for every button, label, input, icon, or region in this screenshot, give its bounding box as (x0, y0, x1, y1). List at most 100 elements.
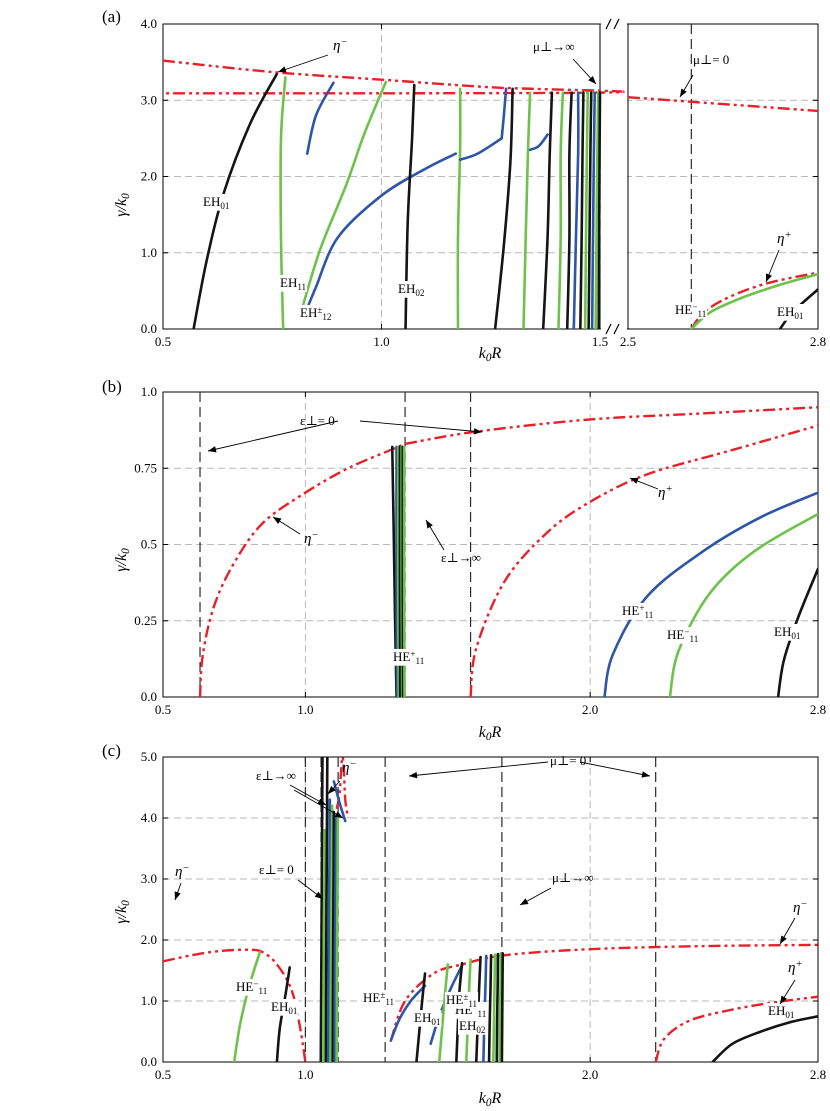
mode-curve-black (487, 953, 493, 1062)
mode-label-bg (674, 301, 708, 319)
mode-curve-blue (572, 91, 580, 329)
annotation-arrow-head (520, 898, 529, 905)
mode-curve-green (279, 76, 287, 329)
mode-label: HE+11 (622, 603, 653, 620)
annotation-label: μ⊥→∞ (552, 870, 593, 885)
y-tick-label: 4.0 (141, 810, 157, 825)
mode-curve-green (492, 953, 497, 1062)
annotation-arrow-head (208, 446, 217, 453)
x-tick-label: 1.0 (297, 702, 313, 717)
y-tick-label: 0.0 (141, 321, 157, 336)
annotation-label: η− (304, 530, 319, 547)
grid (163, 24, 818, 329)
eta-boundary-curve (163, 59, 625, 95)
annotation-label: η− (342, 759, 357, 776)
eta-boundary-curve (690, 271, 818, 329)
annotation-arrow (408, 761, 549, 777)
mode-label-bg (270, 999, 299, 1016)
annotation-arrow-head (317, 798, 326, 805)
annotation-arrow (579, 761, 651, 777)
mode-curve-green (232, 950, 262, 1062)
y-tick-label: 2.0 (141, 932, 157, 947)
mode-label: EH11 (280, 275, 306, 292)
y-tick-label: 2.0 (141, 169, 157, 184)
mode-curve-blue (458, 137, 503, 162)
axis-break-mark (605, 18, 612, 30)
mode-label: EH01 (271, 999, 297, 1016)
mode-curve-blue (303, 152, 458, 316)
annotation-arrow-head (314, 891, 323, 899)
panel-2: 0.0 0.25 0.5 0.75 1.0 0.5 1.0 2.0 2.8 k0R γ/k0 (b) H… (102, 377, 826, 743)
panel-label: (c) (102, 741, 121, 760)
y-axis-label: γ/k0 (113, 193, 132, 217)
mode-label-bg (392, 648, 426, 666)
mode-label-bg (202, 194, 231, 211)
eta-boundary-curve (627, 96, 818, 113)
mode-label: EH01 (414, 1010, 440, 1027)
mode-label-bg (773, 624, 802, 641)
x-tick-label: 1.5 (592, 334, 608, 349)
mode-curve-green (690, 272, 818, 329)
y-tick-label: 0.25 (134, 613, 157, 628)
mode-curve-blue (305, 81, 335, 155)
annotation-arrow-head (328, 785, 336, 794)
annotation-label: μ⊥→∞ (533, 39, 574, 54)
mode-label-bg (767, 1003, 796, 1020)
annotation-label: η− (793, 899, 808, 916)
annotation-arrow-head (273, 517, 282, 524)
mode-label: HE−11 (236, 979, 267, 996)
axis-break-gap (601, 20, 627, 333)
mode-curve-blue (333, 816, 338, 1062)
annotation-arrow-head (409, 772, 418, 779)
panel-label: (b) (102, 377, 122, 396)
mode-curve-black (500, 952, 505, 1062)
mode-curve-green (437, 963, 450, 1062)
x-tick-label: 2.0 (582, 1067, 598, 1082)
y-axis-label: γ/k0 (113, 900, 132, 924)
mode-curve-blue (326, 798, 332, 1062)
annotation-arrow (277, 54, 329, 73)
mode-curve-black (565, 91, 573, 329)
panel-1: 0.0 1.0 2.0 3.0 4.0 0.5 1.0 1.5 2.5 2.8 k0R γ/k0 (a)… (102, 7, 826, 364)
curves (198, 406, 818, 697)
mode-curve-blue (528, 133, 549, 152)
mode-curve-green (668, 512, 818, 697)
eta-boundary-curve (198, 442, 406, 697)
mode-label: EH01 (203, 194, 229, 211)
mode-curve-green (498, 952, 503, 1062)
mode-curve-blue (395, 445, 399, 697)
y-tick-label: 5.0 (141, 749, 157, 764)
x-tick-label: 2.8 (810, 1067, 826, 1082)
y-tick-label: 3.0 (141, 92, 157, 107)
annotation-label: ε⊥= 0 (259, 862, 294, 877)
mode-curve-green (322, 828, 327, 1062)
mode-curve-green (329, 804, 334, 1062)
y-tick-label: 1.0 (141, 993, 157, 1008)
mode-label: EH02 (459, 1018, 486, 1035)
grid (163, 392, 818, 697)
mode-curve-green (594, 91, 600, 329)
mode-label: EH01 (777, 304, 803, 321)
eta-boundary-curve (404, 406, 818, 446)
mode-curve-green (522, 91, 532, 329)
annotation-arrow-head (766, 273, 772, 282)
mode-label: EH02 (398, 281, 425, 298)
mode-curve-black (192, 73, 278, 329)
mode-label-bg (299, 304, 333, 322)
mode-label-bg (413, 1010, 442, 1027)
x-tick-label: 2.8 (810, 334, 826, 349)
x-tick-label: 1.0 (297, 1067, 313, 1082)
y-axis-label: γ/k0 (113, 548, 132, 572)
y-tick-label: 3.0 (141, 871, 157, 886)
y-tick-label: 0.75 (134, 460, 157, 475)
annotation-arrow-head (174, 891, 181, 900)
panel-label: (a) (102, 7, 121, 26)
eta-boundary-curve (654, 995, 818, 1062)
annotation-label: μ⊥= 0 (550, 753, 586, 768)
mode-curve-blue (389, 984, 427, 1042)
y-tick-label: 4.0 (141, 16, 157, 31)
mode-label: EH±12 (300, 305, 332, 322)
annotation-label: η+ (788, 959, 803, 976)
panel-3: 0.0 1.0 2.0 3.0 4.0 5.0 0.5 1.0 2.0 2.8 k0R γ/k0 (c)… (102, 741, 826, 1109)
mode-curve-blue (500, 87, 508, 140)
